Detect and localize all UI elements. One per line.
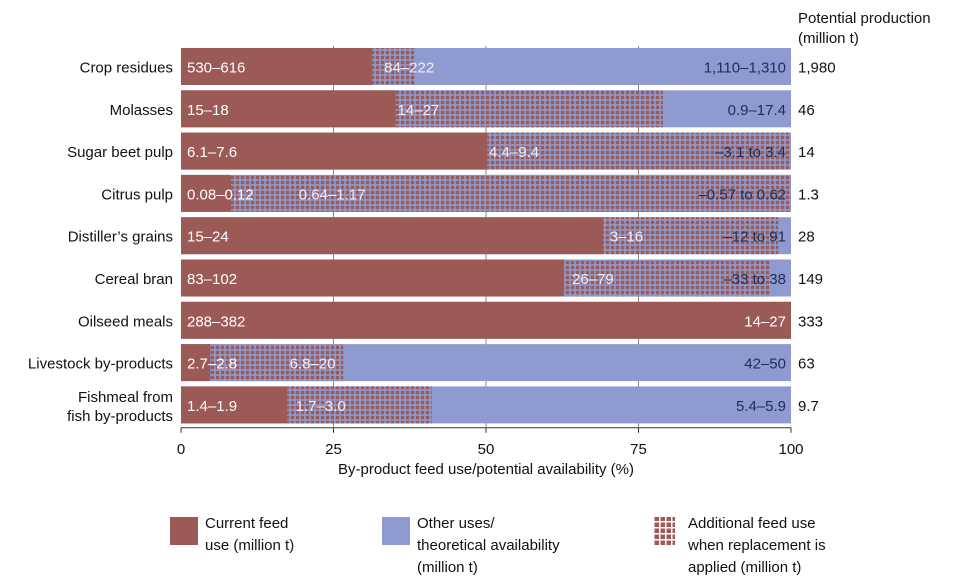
potential-production-value: 9.7 (798, 398, 819, 415)
other-value-label: 5.4–5.9 (736, 398, 786, 415)
other-value-label: –0.57 to 0.62 (698, 186, 786, 203)
current-value-label: 2.7–2.8 (187, 356, 237, 373)
right-header-line1: Potential production (798, 10, 931, 27)
current-value-label: 15–18 (187, 102, 229, 119)
legend-label: (million t) (417, 559, 478, 576)
bar-additional-segment (487, 132, 790, 170)
current-value-label: 288–382 (187, 313, 245, 330)
x-tick-label: 25 (325, 441, 342, 458)
bar-additional-segment (371, 48, 416, 85)
bar-additional-segment (603, 217, 779, 255)
additional-value-label: 3–16 (610, 229, 643, 246)
additional-value-label: 0.64–1.17 (299, 186, 366, 203)
bar-additional-segment (564, 259, 771, 297)
x-tick-label: 0 (177, 441, 185, 458)
bar-current-segment (181, 48, 372, 85)
additional-value-label: 1.7–3.0 (296, 398, 346, 415)
potential-production-value: 1.3 (798, 186, 819, 203)
potential-production-value: 149 (798, 271, 823, 288)
additional-value-label: 26–79 (572, 271, 614, 288)
additional-value-label: 6.8–20 (290, 356, 336, 373)
legend-label: applied (million t) (688, 559, 801, 576)
other-value-label: 14–27 (744, 313, 786, 330)
legend-label: when replacement is (687, 537, 826, 554)
bar-additional-segment (210, 344, 344, 382)
other-value-label: –3.1 to 3.4 (715, 144, 786, 161)
potential-production-value: 46 (798, 102, 815, 119)
potential-production-value: 63 (798, 356, 815, 373)
x-axis-title: By-product feed use/potential availabili… (338, 461, 634, 478)
current-value-label: 1.4–1.9 (187, 398, 237, 415)
category-label: Sugar beet pulp (67, 144, 173, 161)
bar-current-segment (181, 344, 211, 382)
legend-label: use (million t) (205, 537, 294, 554)
bar-current-segment (181, 174, 232, 212)
legend-label: Current feed (205, 515, 288, 532)
additional-value-label: 14–27 (398, 102, 440, 119)
legend-swatch-current (170, 517, 198, 545)
bar-additional-segment (231, 174, 791, 212)
legend-label: Other uses/ (417, 515, 495, 532)
bar-current-segment (181, 386, 288, 424)
current-value-label: 0.08–0.12 (187, 186, 254, 203)
x-tick-label: 100 (778, 441, 803, 458)
legend-label: Additional feed use (688, 515, 816, 532)
bar-additional-segment (395, 90, 663, 128)
category-label: Fishmeal from (78, 389, 173, 406)
category-label: Distiller’s grains (68, 229, 173, 246)
bar-current-segment (181, 301, 791, 339)
potential-production-value: 333 (798, 313, 823, 330)
current-value-label: 83–102 (187, 271, 237, 288)
legend-swatch-additional (653, 517, 675, 545)
category-label: Crop residues (80, 60, 173, 77)
other-value-label: 0.9–17.4 (728, 102, 786, 119)
x-tick-label: 75 (630, 441, 647, 458)
x-tick-label: 50 (478, 441, 495, 458)
current-value-label: 6.1–7.6 (187, 144, 237, 161)
bar-additional-segment (287, 386, 432, 424)
potential-production-value: 28 (798, 229, 815, 246)
current-value-label: 15–24 (187, 229, 229, 246)
other-value-label: –12 to 91 (723, 229, 786, 246)
additional-value-label: 84–222 (384, 60, 434, 77)
potential-production-value: 1,980 (798, 60, 836, 77)
bar-current-segment (181, 217, 604, 255)
category-label: Livestock by-products (28, 356, 173, 373)
other-value-label: –33 to 38 (723, 271, 786, 288)
right-header-line2: (million t) (798, 30, 859, 47)
legend-swatch-other (382, 517, 410, 545)
category-label: Cereal bran (95, 271, 173, 288)
category-label: Molasses (110, 102, 173, 119)
potential-production-value: 14 (798, 144, 815, 161)
category-label: Oilseed meals (78, 313, 173, 330)
legend-label: theoretical availability (417, 537, 560, 554)
bar-current-segment (181, 90, 396, 128)
other-value-label: 42–50 (744, 356, 786, 373)
category-label: fish by-products (67, 408, 173, 425)
category-label: Citrus pulp (101, 186, 173, 203)
other-value-label: 1,110–1,310 (704, 60, 786, 77)
additional-value-label: 4.4–9.4 (489, 144, 539, 161)
current-value-label: 530–616 (187, 60, 245, 77)
bar-current-segment (181, 259, 565, 297)
bar-current-segment (181, 132, 488, 170)
